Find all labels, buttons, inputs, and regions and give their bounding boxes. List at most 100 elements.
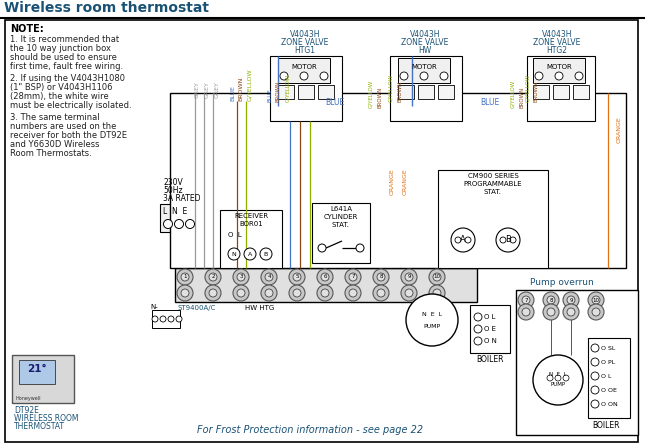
Text: N-: N-	[150, 304, 158, 310]
Text: receiver for both the DT92E: receiver for both the DT92E	[10, 131, 127, 140]
Circle shape	[289, 269, 305, 285]
Text: 7: 7	[524, 298, 528, 303]
Bar	[12, 355, 74, 403]
Circle shape	[293, 273, 301, 281]
Bar	[152, 310, 180, 328]
Text: G/YELLOW: G/YELLOW	[247, 68, 252, 101]
Circle shape	[591, 372, 599, 380]
Circle shape	[289, 285, 305, 301]
Text: G/YELLOW: G/YELLOW	[525, 74, 530, 102]
Bar	[160, 204, 198, 232]
Circle shape	[592, 308, 600, 316]
Text: STAT.: STAT.	[484, 189, 502, 195]
Bar	[278, 58, 330, 83]
Bar	[588, 338, 630, 418]
Text: BLUE: BLUE	[481, 98, 500, 107]
Text: NOTE:: NOTE:	[10, 24, 44, 34]
Circle shape	[205, 269, 221, 285]
Circle shape	[177, 269, 193, 285]
Circle shape	[345, 269, 361, 285]
Text: 10: 10	[433, 274, 441, 279]
Text: For Frost Protection information - see page 22: For Frost Protection information - see p…	[197, 425, 423, 435]
Text: O PL: O PL	[601, 359, 615, 364]
Circle shape	[405, 273, 413, 281]
Circle shape	[181, 273, 189, 281]
Circle shape	[237, 289, 245, 297]
Text: BROWN: BROWN	[377, 87, 382, 108]
Text: 50Hz: 50Hz	[163, 186, 183, 195]
Circle shape	[555, 72, 563, 80]
Text: ORANGE: ORANGE	[403, 168, 408, 195]
Circle shape	[440, 72, 448, 80]
Circle shape	[233, 269, 249, 285]
Text: PUMP: PUMP	[550, 383, 566, 388]
Circle shape	[429, 285, 445, 301]
Bar	[170, 93, 626, 268]
Circle shape	[510, 237, 516, 243]
Circle shape	[401, 269, 417, 285]
Bar	[418, 85, 434, 99]
Text: ORANGE: ORANGE	[617, 117, 622, 143]
Circle shape	[175, 219, 183, 228]
Circle shape	[455, 237, 461, 243]
Circle shape	[465, 237, 471, 243]
Circle shape	[261, 269, 277, 285]
Text: N  E  L: N E L	[422, 312, 442, 317]
Text: 3: 3	[239, 274, 243, 279]
Text: BLUE: BLUE	[325, 98, 344, 107]
Circle shape	[401, 285, 417, 301]
Text: 9: 9	[407, 274, 411, 279]
Circle shape	[522, 308, 530, 316]
Circle shape	[373, 285, 389, 301]
Circle shape	[186, 219, 195, 228]
Text: WIRELESS ROOM: WIRELESS ROOM	[14, 414, 79, 423]
Text: 4: 4	[267, 274, 271, 279]
Circle shape	[377, 289, 385, 297]
Circle shape	[535, 72, 543, 80]
Circle shape	[420, 72, 428, 80]
Circle shape	[168, 316, 174, 322]
Circle shape	[543, 292, 559, 308]
Text: GREY: GREY	[195, 81, 200, 98]
Circle shape	[209, 273, 217, 281]
Circle shape	[260, 248, 272, 260]
Text: 2. If using the V4043H1080: 2. If using the V4043H1080	[10, 74, 125, 83]
Text: first time, fault free wiring.: first time, fault free wiring.	[10, 62, 123, 71]
Bar	[573, 85, 589, 99]
Text: V4043H: V4043H	[542, 30, 572, 39]
Text: BROWN: BROWN	[238, 76, 243, 101]
Text: HTG1: HTG1	[295, 46, 315, 55]
Text: the 10 way junction box: the 10 way junction box	[10, 44, 111, 53]
Circle shape	[474, 325, 482, 333]
Circle shape	[265, 273, 273, 281]
Circle shape	[406, 294, 458, 346]
Circle shape	[356, 244, 364, 252]
Text: O ON: O ON	[601, 401, 618, 406]
Text: N  E  L: N E L	[550, 371, 567, 376]
Circle shape	[588, 304, 604, 320]
Bar	[390, 56, 462, 121]
Text: L  N  E: L N E	[163, 207, 187, 216]
Text: O L: O L	[484, 314, 495, 320]
Circle shape	[300, 72, 308, 80]
Circle shape	[265, 289, 273, 297]
Bar	[19, 360, 55, 384]
Text: BOILER: BOILER	[476, 355, 504, 364]
Text: 10: 10	[593, 298, 599, 303]
Text: GREY: GREY	[205, 81, 210, 98]
Bar	[270, 56, 342, 121]
Circle shape	[522, 296, 530, 304]
Text: BROWN: BROWN	[534, 81, 539, 102]
Circle shape	[567, 308, 575, 316]
Bar	[398, 85, 414, 99]
Circle shape	[591, 400, 599, 408]
Circle shape	[349, 273, 357, 281]
Circle shape	[293, 289, 301, 297]
Circle shape	[233, 285, 249, 301]
Bar	[298, 85, 314, 99]
Circle shape	[555, 375, 561, 381]
Text: G/YELLOW: G/YELLOW	[285, 74, 290, 102]
Circle shape	[400, 72, 408, 80]
Text: PUMP: PUMP	[423, 324, 441, 329]
Circle shape	[547, 308, 555, 316]
